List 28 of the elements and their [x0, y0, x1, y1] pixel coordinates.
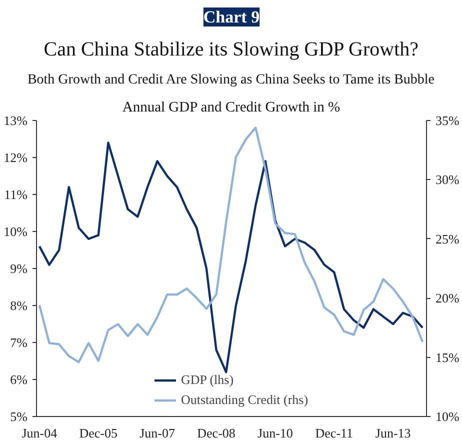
y-tick-label: 5% [10, 409, 28, 424]
y-tick-label: 11% [4, 187, 28, 202]
x-tick-label: Dec-11 [315, 426, 354, 440]
y-tick-label: 10% [4, 224, 28, 239]
y2-tick-label: 15% [436, 350, 460, 365]
y2-tick-label: 20% [436, 290, 460, 306]
x-tick-label: Dec-05 [79, 426, 118, 440]
x-tick-label: Dec-08 [197, 426, 236, 440]
y-tick-label: 13% [4, 113, 28, 128]
caption: Chart 9 [203, 8, 260, 26]
chart-title: Can China Stabilize its Slowing GDP Growth? [44, 38, 419, 60]
text: Annual GDP and Credit Growth in % [122, 100, 340, 116]
y-tick-label: 7% [10, 335, 28, 350]
y-tick-label: 8% [10, 298, 28, 313]
y-tick-label: 12% [4, 150, 28, 165]
x-tick-label: Jun-07 [140, 426, 176, 440]
x-tick-label: Jun-10 [258, 426, 293, 440]
legend-label: GDP (lhs) [180, 372, 234, 388]
y2-tick-label: 25% [436, 231, 460, 246]
y2-tick-label: 10% [436, 409, 460, 424]
x-tick-label: Jun-13 [375, 426, 411, 440]
x-tick-label: Jun-04 [22, 426, 58, 440]
y2-tick-label: 35% [436, 113, 460, 128]
y2-tick-label: 30% [436, 172, 460, 188]
y-tick-label: 6% [10, 372, 28, 387]
chart-subtitle: Both Growth and Credit Are Slowing as China Seeks to Tame its Bubble [27, 72, 435, 88]
legend-label: Outstanding Credit (rhs) [180, 392, 308, 408]
y-tick-label: 9% [10, 261, 28, 276]
